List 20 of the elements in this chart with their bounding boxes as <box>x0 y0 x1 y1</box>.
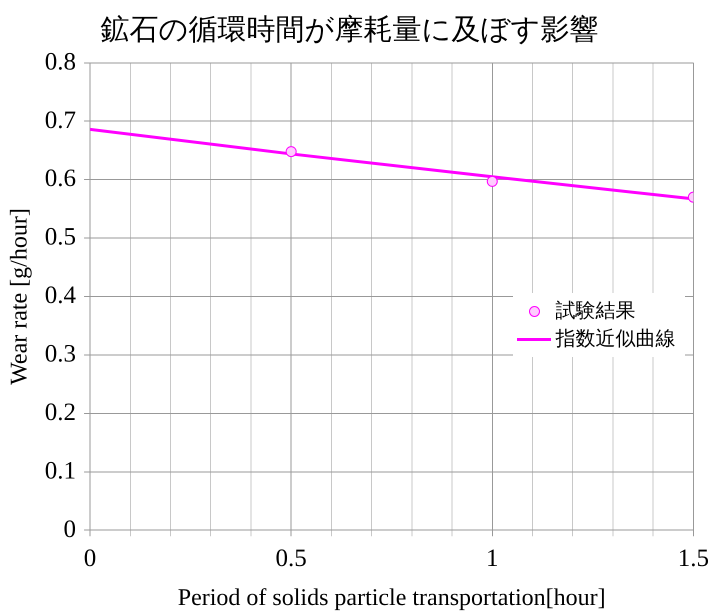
legend-label: 試験結果 <box>555 297 636 324</box>
point <box>286 146 297 158</box>
y-tick-label: 0.4 <box>44 282 77 310</box>
point <box>486 176 498 187</box>
y-tick-label: 0.3 <box>44 340 76 368</box>
y-tick-label: 0.2 <box>44 398 76 426</box>
y-tick-label: 0.6 <box>44 165 76 192</box>
y-tick-label: 0.5 <box>44 224 76 251</box>
chart-title: 鉱石の循環時間が摩耗量に及ぼす影響 <box>100 12 598 46</box>
y-tick-label: 0.8 <box>44 48 76 76</box>
y-tick-label: 0.7 <box>44 106 76 134</box>
y-tick-label: 0.1 <box>44 457 76 484</box>
legend-label: 指数近似曲線 <box>555 325 676 352</box>
x-tick-label: 0.5 <box>276 544 307 572</box>
x-tick-label: 0 <box>84 544 96 572</box>
y-tick-label: 0 <box>64 516 76 543</box>
x-tick-label: 1 <box>486 544 499 572</box>
y-axis-title: Wear rate [g/hour] <box>6 208 33 385</box>
x-axis-title: Period of solids particle transportation[hour] <box>178 584 606 611</box>
x-tick-label: 1.5 <box>678 544 709 572</box>
